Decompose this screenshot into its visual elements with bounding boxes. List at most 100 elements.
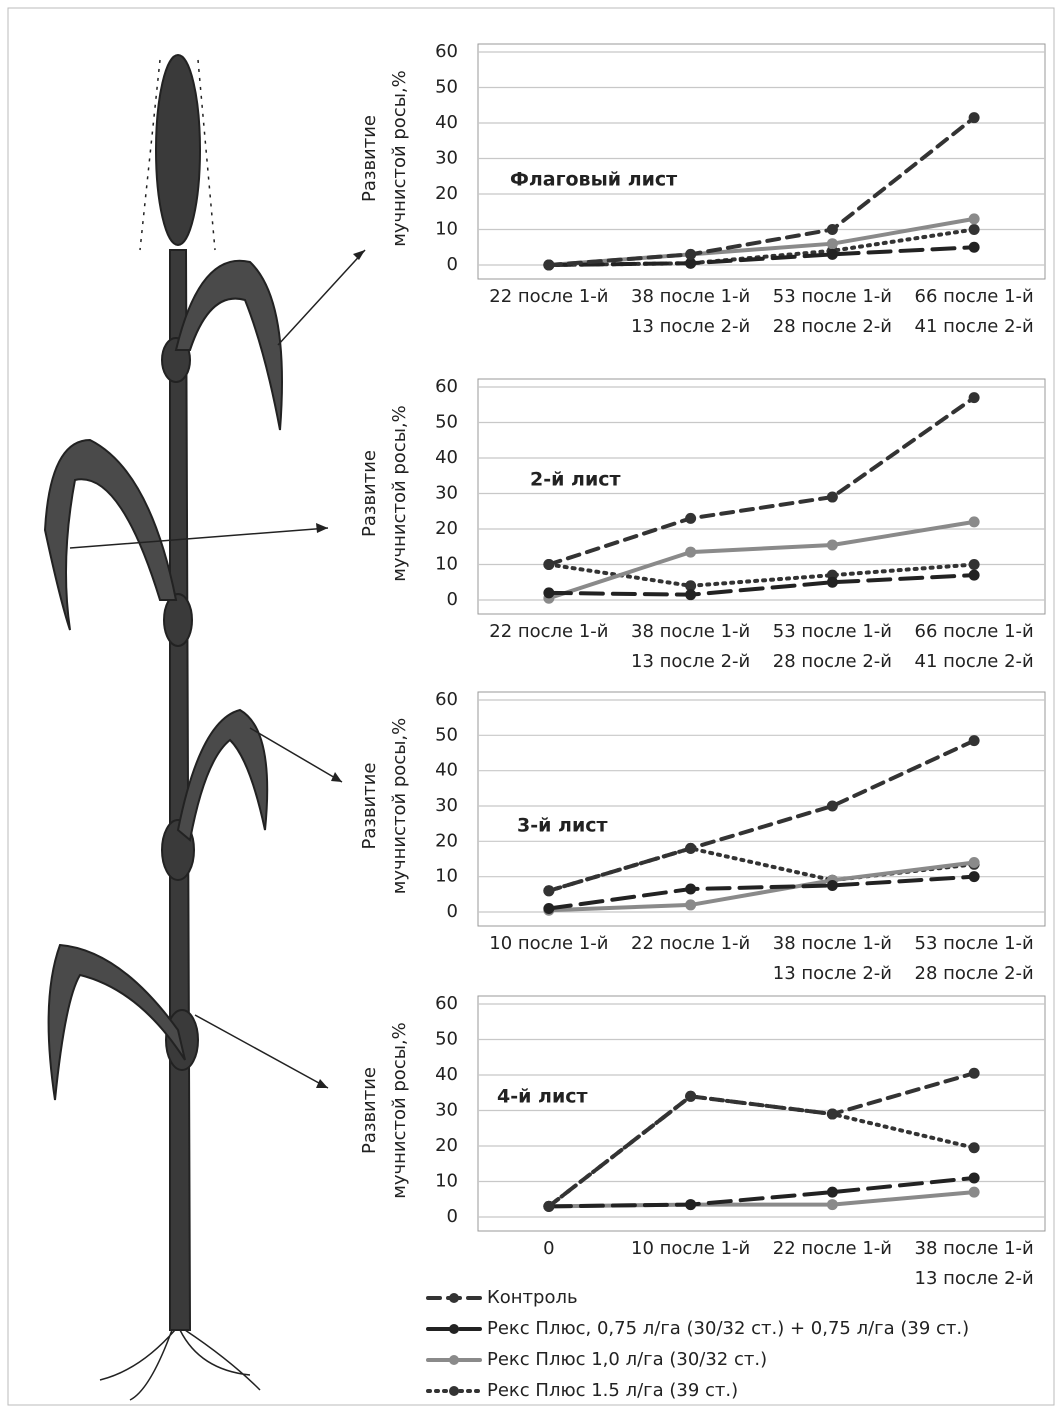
y-tick-label: 60 bbox=[435, 376, 458, 397]
data-point bbox=[969, 1142, 980, 1153]
y-tick-label: 40 bbox=[435, 447, 458, 468]
data-point bbox=[685, 589, 696, 600]
y-tick-label: 30 bbox=[435, 795, 458, 816]
y-tick-label: 40 bbox=[435, 112, 458, 133]
y-axis-label: мучнистой росы,% bbox=[389, 70, 410, 247]
data-point bbox=[969, 559, 980, 570]
data-point bbox=[969, 224, 980, 235]
y-tick-label: 10 bbox=[435, 866, 458, 887]
chart-title: 2-й лист bbox=[530, 469, 621, 491]
legend-label: Рекс Плюс 1.5 л/га (39 ст.) bbox=[487, 1380, 738, 1401]
data-point bbox=[543, 885, 554, 896]
y-tick-label: 20 bbox=[435, 1135, 458, 1156]
y-tick-label: 60 bbox=[435, 993, 458, 1014]
y-axis-label: Развитие bbox=[359, 762, 380, 849]
y-tick-label: 30 bbox=[435, 148, 458, 169]
data-point bbox=[685, 547, 696, 558]
y-axis-label: мучнистой росы,% bbox=[389, 1022, 410, 1199]
y-tick-label: 30 bbox=[435, 483, 458, 504]
legend-label: Рекс Плюс 1,0 л/га (30/32 ст.) bbox=[487, 1349, 767, 1370]
y-tick-label: 40 bbox=[435, 760, 458, 781]
x-tick-label: 41 после 2-й bbox=[915, 651, 1034, 672]
x-tick-label: 38 после 1-й bbox=[773, 933, 892, 954]
legend-marker bbox=[449, 1386, 459, 1396]
data-point bbox=[827, 539, 838, 550]
data-point bbox=[827, 249, 838, 260]
x-tick-label: 22 после 1-й bbox=[489, 286, 608, 307]
data-point bbox=[969, 392, 980, 403]
data-point bbox=[543, 1201, 554, 1212]
chart-title: 4-й лист bbox=[497, 1086, 588, 1108]
chart-title: Флаговый лист bbox=[510, 169, 677, 191]
x-tick-label: 10 после 1-й bbox=[489, 933, 608, 954]
legend-label: Контроль bbox=[487, 1287, 578, 1308]
x-tick-label: 13 после 2-й bbox=[773, 963, 892, 984]
data-point bbox=[827, 492, 838, 503]
data-point bbox=[969, 516, 980, 527]
y-tick-label: 0 bbox=[447, 901, 458, 922]
data-point bbox=[685, 899, 696, 910]
y-tick-label: 0 bbox=[447, 1206, 458, 1227]
y-axis-label: Развитие bbox=[359, 115, 380, 202]
data-point bbox=[827, 801, 838, 812]
data-point bbox=[543, 587, 554, 598]
y-tick-label: 10 bbox=[435, 219, 458, 240]
y-tick-label: 50 bbox=[435, 1029, 458, 1050]
data-point bbox=[685, 513, 696, 524]
data-point bbox=[685, 843, 696, 854]
x-tick-label: 66 после 1-й bbox=[915, 286, 1034, 307]
data-point bbox=[969, 570, 980, 581]
y-tick-label: 20 bbox=[435, 183, 458, 204]
y-tick-label: 50 bbox=[435, 724, 458, 745]
y-tick-label: 10 bbox=[435, 1171, 458, 1192]
data-point bbox=[969, 1172, 980, 1183]
y-axis-label: Развитие bbox=[359, 450, 380, 537]
data-point bbox=[543, 260, 554, 271]
y-tick-label: 20 bbox=[435, 830, 458, 851]
data-point bbox=[969, 242, 980, 253]
y-tick-label: 60 bbox=[435, 41, 458, 62]
y-tick-label: 30 bbox=[435, 1100, 458, 1121]
x-tick-label: 28 после 2-й bbox=[915, 963, 1034, 984]
data-point bbox=[827, 238, 838, 249]
y-tick-label: 50 bbox=[435, 412, 458, 433]
y-tick-label: 20 bbox=[435, 518, 458, 539]
data-point bbox=[827, 224, 838, 235]
data-point bbox=[543, 903, 554, 914]
y-tick-label: 60 bbox=[435, 689, 458, 710]
x-tick-label: 41 после 2-й bbox=[915, 316, 1034, 337]
y-tick-label: 10 bbox=[435, 554, 458, 575]
legend-marker bbox=[449, 1324, 459, 1334]
x-tick-label: 0 bbox=[543, 1238, 554, 1259]
data-point bbox=[827, 1187, 838, 1198]
data-point bbox=[827, 1109, 838, 1120]
x-tick-label: 66 после 1-й bbox=[915, 621, 1034, 642]
legend-label: Рекс Плюс, 0,75 л/га (30/32 ст.) + 0,75 … bbox=[487, 1318, 969, 1339]
x-tick-label: 53 после 1-й bbox=[773, 286, 892, 307]
data-point bbox=[969, 1187, 980, 1198]
x-tick-label: 13 после 2-й bbox=[915, 1268, 1034, 1289]
x-tick-label: 22 после 1-й bbox=[489, 621, 608, 642]
x-tick-label: 38 после 1-й bbox=[915, 1238, 1034, 1259]
legend-marker bbox=[449, 1293, 459, 1303]
data-point bbox=[827, 880, 838, 891]
data-point bbox=[827, 577, 838, 588]
x-tick-label: 28 после 2-й bbox=[773, 651, 892, 672]
data-point bbox=[969, 112, 980, 123]
x-tick-label: 28 после 2-й bbox=[773, 316, 892, 337]
data-point bbox=[969, 871, 980, 882]
x-tick-label: 38 после 1-й bbox=[631, 621, 750, 642]
y-axis-label: мучнистой росы,% bbox=[389, 405, 410, 582]
data-point bbox=[969, 213, 980, 224]
y-tick-label: 0 bbox=[447, 589, 458, 610]
x-tick-label: 13 после 2-й bbox=[631, 651, 750, 672]
data-point bbox=[827, 1199, 838, 1210]
x-tick-label: 22 после 1-й bbox=[631, 933, 750, 954]
y-tick-label: 50 bbox=[435, 77, 458, 98]
x-tick-label: 38 после 1-й bbox=[631, 286, 750, 307]
x-tick-label: 10 после 1-й bbox=[631, 1238, 750, 1259]
x-tick-label: 53 после 1-й bbox=[915, 933, 1034, 954]
data-point bbox=[685, 1091, 696, 1102]
data-point bbox=[685, 249, 696, 260]
data-point bbox=[969, 857, 980, 868]
